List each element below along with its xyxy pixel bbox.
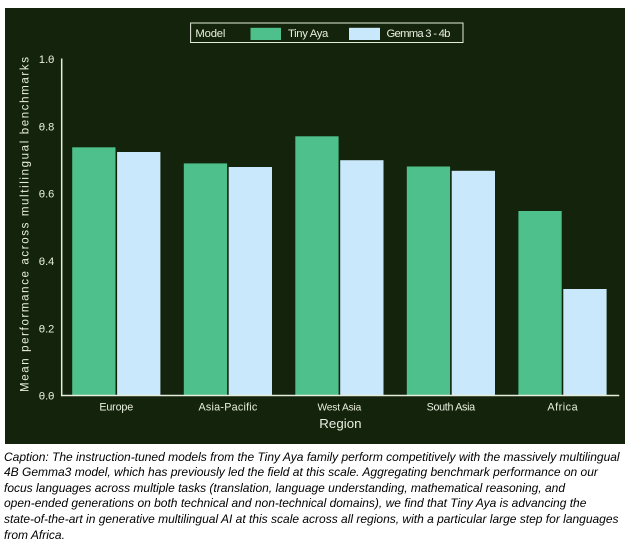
svg-text:0.2: 0.2 — [39, 323, 54, 335]
svg-text:0.4: 0.4 — [39, 256, 54, 268]
svg-text:0.6: 0.6 — [39, 189, 54, 201]
svg-text:Mean performance across multil: Mean performance across multilingual ben… — [19, 57, 31, 392]
svg-text:Tiny Aya: Tiny Aya — [288, 28, 329, 40]
svg-text:1.0: 1.0 — [39, 54, 54, 66]
svg-text:Gemma 3 - 4b: Gemma 3 - 4b — [387, 28, 451, 40]
svg-text:Africa: Africa — [547, 402, 577, 414]
svg-text:South Asia: South Asia — [427, 402, 476, 414]
svg-text:0.8: 0.8 — [39, 121, 54, 133]
svg-text:Region: Region — [319, 416, 361, 431]
svg-text:Model: Model — [195, 28, 225, 40]
svg-text:West Asia: West Asia — [318, 403, 362, 414]
svg-text:Asia-Pacific: Asia-Pacific — [199, 402, 258, 414]
svg-text:Europe: Europe — [99, 402, 133, 414]
svg-text:0.0: 0.0 — [39, 391, 54, 403]
